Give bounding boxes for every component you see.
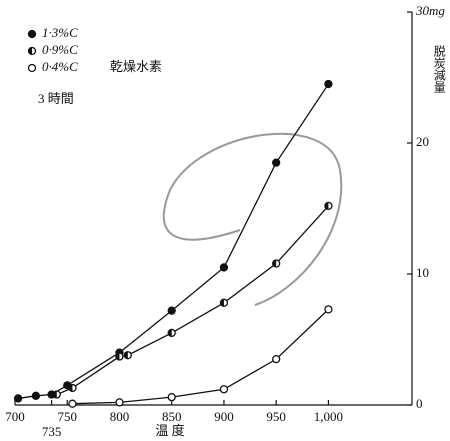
x-tick-label: 1,000 — [314, 409, 343, 424]
series-line — [18, 83, 329, 400]
x-tick-label: 800 — [110, 409, 130, 424]
y-tick-label: 30mg — [415, 3, 445, 18]
marker — [167, 392, 176, 402]
marker — [167, 328, 176, 338]
x-tick-label: 735 — [42, 424, 62, 439]
marker — [219, 385, 229, 394]
marker — [272, 354, 281, 364]
series-line — [72, 308, 329, 405]
marker — [27, 29, 37, 39]
marker — [272, 259, 281, 268]
y-tick-label: 0 — [416, 396, 423, 411]
x-tick-label: 700 — [5, 409, 25, 424]
y-tick-label: 10 — [416, 265, 429, 280]
marker — [219, 263, 229, 272]
marker — [324, 79, 333, 89]
marker — [272, 158, 281, 167]
marker — [324, 201, 333, 211]
marker — [27, 63, 37, 73]
legend-label: 1·3%C — [42, 25, 78, 40]
y-tick-label: 20 — [416, 134, 429, 149]
annotation: 3 時間 — [38, 91, 74, 106]
x-axis-label: 温 度 — [155, 423, 184, 438]
y-axis-label: 脱炭減量 — [432, 44, 446, 93]
marker — [27, 46, 37, 56]
legend-label: 0·4%C — [42, 59, 78, 74]
marker — [219, 298, 229, 307]
marker — [68, 383, 77, 393]
marker — [115, 398, 124, 407]
marker — [52, 390, 61, 399]
marker — [68, 399, 77, 408]
annotation: 乾燥水素 — [110, 59, 162, 74]
scribble — [162, 132, 343, 306]
series-line — [56, 205, 329, 396]
marker — [31, 391, 41, 400]
marker — [115, 352, 124, 361]
marker — [123, 351, 132, 360]
marker — [324, 305, 333, 314]
marker — [167, 306, 176, 315]
marker — [13, 394, 23, 403]
x-tick-label: 750 — [57, 409, 77, 424]
x-tick-label: 850 — [162, 409, 182, 424]
legend-label: 0·9%C — [42, 42, 78, 57]
x-tick-label: 900 — [214, 409, 234, 424]
x-tick-label: 950 — [266, 409, 286, 424]
